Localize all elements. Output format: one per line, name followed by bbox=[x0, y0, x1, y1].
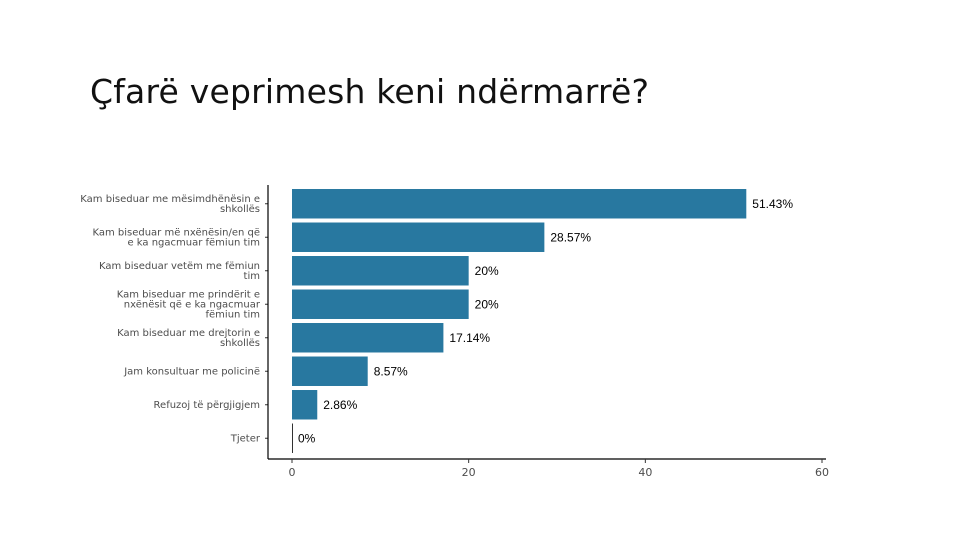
value-label-2: 20% bbox=[475, 264, 499, 278]
bars-layer bbox=[292, 189, 747, 453]
x-tick-label-1: 20 bbox=[462, 466, 476, 479]
bar-2 bbox=[292, 256, 469, 286]
category-label-line: Kam biseduar me drejtorin e bbox=[117, 328, 260, 339]
value-label-7: 0% bbox=[298, 431, 316, 445]
value-label-4: 17.14% bbox=[449, 331, 490, 345]
category-label-line: fëmiun tim bbox=[206, 309, 261, 320]
value-label-0: 51.43% bbox=[752, 197, 793, 211]
category-label-4: Kam biseduar me drejtorin e shkollës bbox=[117, 328, 260, 349]
bar-1 bbox=[292, 222, 545, 252]
labels-layer: 51.43%Kam biseduar me mësimdhënësin e shk… bbox=[80, 194, 829, 479]
x-tick-label-3: 60 bbox=[815, 466, 829, 479]
category-label-line: e ka ngacmuar fëmiun tim bbox=[127, 237, 260, 248]
bar-5 bbox=[292, 356, 368, 386]
value-label-3: 20% bbox=[475, 297, 499, 311]
category-label-line: shkollës bbox=[220, 338, 260, 349]
value-label-6: 2.86% bbox=[323, 398, 357, 412]
category-label-line: Kam biseduar me prindërit e bbox=[117, 289, 260, 300]
category-label-7: Tjeter bbox=[230, 433, 261, 444]
x-tick-label-0: 0 bbox=[289, 466, 296, 479]
slide-title: Çfarë veprimesh keni ndërmarrë? bbox=[90, 72, 650, 111]
bar-0 bbox=[292, 189, 747, 219]
value-label-1: 28.57% bbox=[550, 230, 591, 244]
category-label-6: Refuzoj të përgjigjem bbox=[154, 400, 260, 411]
category-label-line: shkollës bbox=[220, 204, 260, 215]
category-label-line: Refuzoj të përgjigjem bbox=[154, 400, 260, 411]
category-label-0: Kam biseduar me mësimdhënësin e shkollës bbox=[80, 194, 260, 215]
axes-layer bbox=[265, 185, 826, 463]
category-label-1: Kam biseduar më nxënësin/en që e ka ngacm… bbox=[92, 227, 260, 248]
category-label-line: nxënësit që e ka ngacmuar bbox=[124, 299, 261, 310]
category-label-2: Kam biseduar vetëm me fëmiun tim bbox=[99, 261, 260, 282]
category-label-3: Kam biseduar me prindërit e nxënësit që e… bbox=[117, 289, 261, 320]
value-label-5: 8.57% bbox=[374, 364, 408, 378]
bar-7 bbox=[292, 423, 293, 453]
bar-6 bbox=[292, 390, 318, 420]
category-label-line: Kam biseduar vetëm me fëmiun bbox=[99, 261, 260, 272]
category-label-line: Kam biseduar me mësimdhënësin e bbox=[80, 194, 260, 205]
category-label-line: Kam biseduar më nxënësin/en që bbox=[92, 227, 260, 238]
category-label-line: Tjeter bbox=[230, 433, 261, 444]
category-label-line: Jam konsultuar me policinë bbox=[123, 366, 260, 377]
bar-3 bbox=[292, 289, 469, 319]
x-tick-label-2: 40 bbox=[638, 466, 652, 479]
category-label-line: tim bbox=[244, 271, 260, 282]
bar-4 bbox=[292, 323, 444, 353]
category-label-5: Jam konsultuar me policinë bbox=[123, 366, 260, 377]
